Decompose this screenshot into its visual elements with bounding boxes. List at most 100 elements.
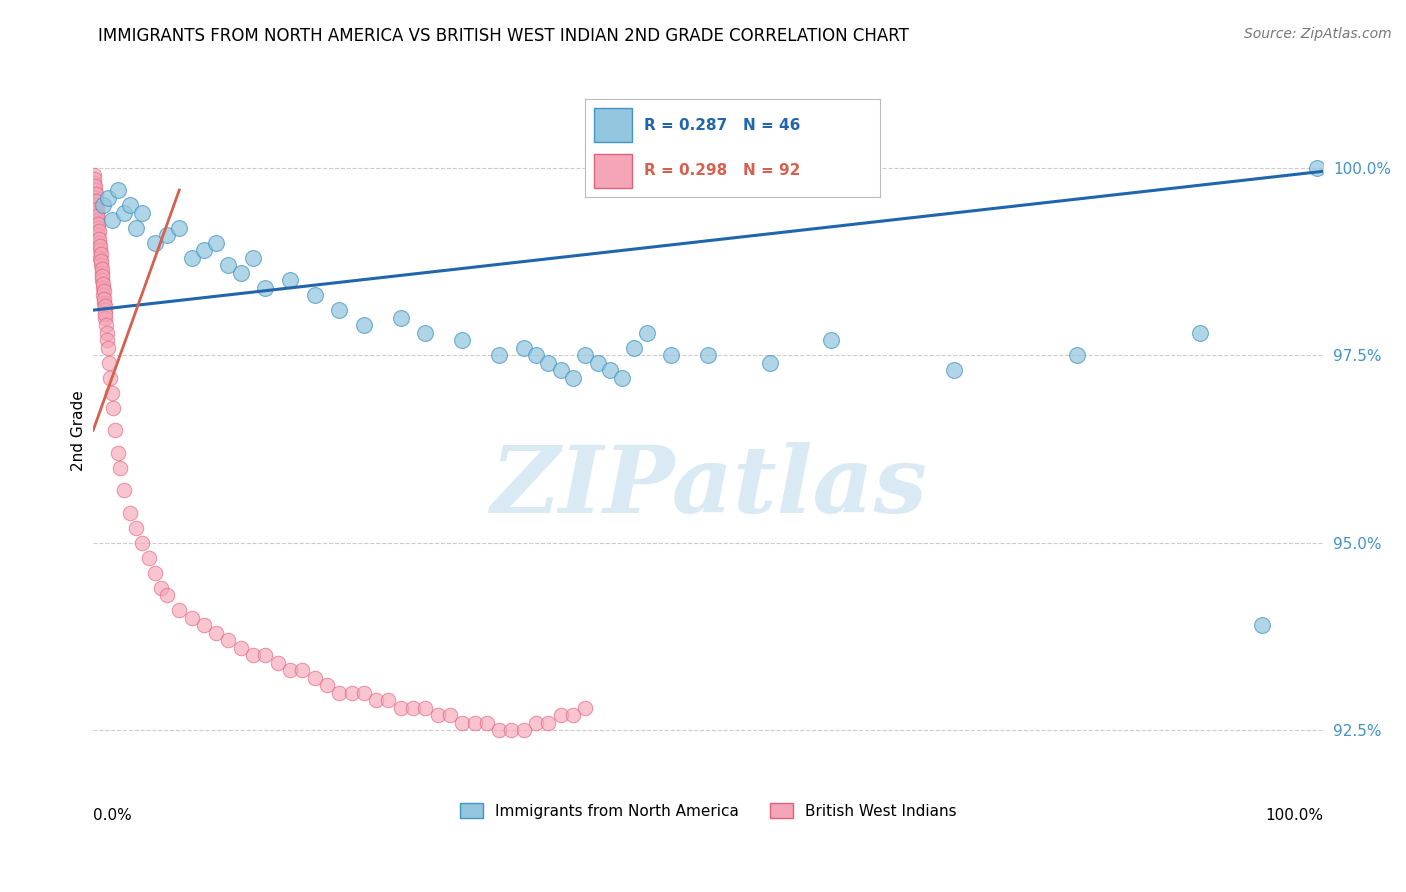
Point <box>180 251 202 265</box>
Point <box>610 370 633 384</box>
Point <box>242 251 264 265</box>
Point <box>267 656 290 670</box>
Point <box>328 686 350 700</box>
Point <box>131 536 153 550</box>
Point <box>93 295 115 310</box>
Point <box>93 292 115 306</box>
Point <box>218 258 240 272</box>
Point <box>574 348 596 362</box>
Text: 100.0%: 100.0% <box>1265 808 1323 822</box>
Point <box>550 363 572 377</box>
Point <box>143 235 166 250</box>
Point <box>100 385 122 400</box>
Point <box>599 363 621 377</box>
Point <box>550 708 572 723</box>
Point <box>89 239 111 253</box>
Point <box>112 205 135 219</box>
Point <box>83 176 105 190</box>
Point <box>97 190 120 204</box>
Point <box>86 209 108 223</box>
Point <box>353 318 375 333</box>
Point <box>193 243 215 257</box>
Y-axis label: 2nd Grade: 2nd Grade <box>72 390 86 471</box>
Point <box>512 723 534 738</box>
Point <box>353 686 375 700</box>
Point <box>91 280 114 294</box>
Point <box>96 333 118 347</box>
Point <box>389 701 412 715</box>
Point <box>451 716 474 731</box>
Point <box>586 356 609 370</box>
Point <box>89 243 111 257</box>
Point <box>83 171 105 186</box>
Point <box>254 280 277 294</box>
Point <box>758 356 780 370</box>
Point <box>193 618 215 632</box>
Point <box>86 213 108 227</box>
Point <box>242 648 264 663</box>
Point <box>94 310 117 325</box>
Point <box>512 341 534 355</box>
Point <box>439 708 461 723</box>
Point <box>402 701 425 715</box>
Point <box>229 266 252 280</box>
Text: IMMIGRANTS FROM NORTH AMERICA VS BRITISH WEST INDIAN 2ND GRADE CORRELATION CHART: IMMIGRANTS FROM NORTH AMERICA VS BRITISH… <box>98 27 910 45</box>
Point <box>254 648 277 663</box>
Point <box>561 370 583 384</box>
Point <box>205 626 228 640</box>
Point <box>86 202 108 216</box>
Point <box>561 708 583 723</box>
Point <box>87 217 110 231</box>
Point <box>156 588 179 602</box>
Point <box>120 198 142 212</box>
Point <box>304 288 326 302</box>
Point <box>304 671 326 685</box>
Point <box>84 179 107 194</box>
Point <box>697 348 720 362</box>
Point <box>1306 161 1329 175</box>
Point <box>84 186 107 201</box>
Point <box>87 224 110 238</box>
Legend: Immigrants from North America, British West Indians: Immigrants from North America, British W… <box>454 797 963 825</box>
Point <box>537 716 560 731</box>
Point <box>366 693 388 707</box>
Point <box>104 423 127 437</box>
Point <box>96 326 118 340</box>
Point <box>87 220 110 235</box>
Point <box>83 168 105 182</box>
Point <box>91 277 114 291</box>
Point <box>463 716 485 731</box>
Point <box>90 261 112 276</box>
Point <box>389 310 412 325</box>
Point <box>125 521 148 535</box>
Point <box>107 183 129 197</box>
Point <box>623 341 645 355</box>
Point <box>90 258 112 272</box>
Point <box>91 269 114 284</box>
Point <box>89 251 111 265</box>
Point <box>229 640 252 655</box>
Point <box>91 273 114 287</box>
Point <box>1189 326 1212 340</box>
Point <box>83 183 105 197</box>
Point <box>84 198 107 212</box>
Point <box>94 318 117 333</box>
Point <box>316 678 339 692</box>
Point <box>87 228 110 243</box>
Point <box>328 303 350 318</box>
Point <box>101 401 124 415</box>
Point <box>84 194 107 209</box>
Point <box>218 633 240 648</box>
Point <box>91 198 114 212</box>
Point <box>138 550 160 565</box>
Point <box>98 356 121 370</box>
Point <box>377 693 399 707</box>
Point <box>659 348 682 362</box>
Point <box>125 220 148 235</box>
Point <box>93 288 115 302</box>
Point <box>107 446 129 460</box>
Point <box>524 348 547 362</box>
Point <box>278 273 301 287</box>
Point <box>156 228 179 243</box>
Point <box>943 363 966 377</box>
